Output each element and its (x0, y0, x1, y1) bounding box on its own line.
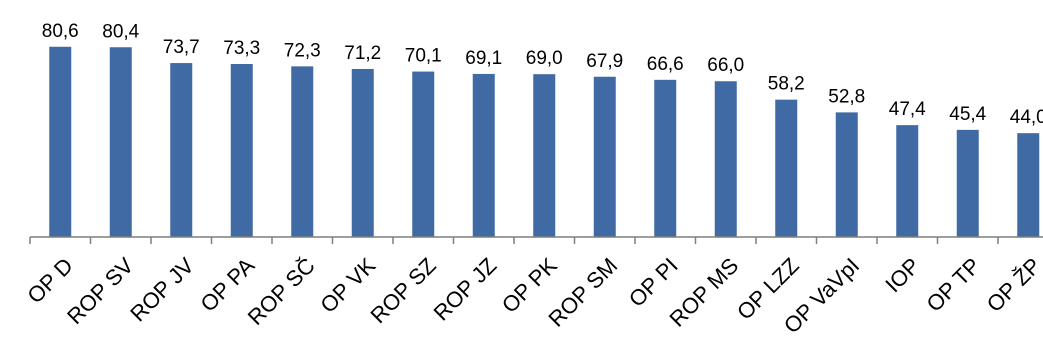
data-label: 80,6 (42, 21, 79, 42)
bar (1017, 133, 1040, 237)
data-label: 69,0 (526, 48, 563, 69)
data-label: 44,0 (1010, 107, 1043, 128)
data-label: 71,2 (344, 43, 381, 64)
data-label: 47,4 (889, 99, 926, 120)
x-tick-label: OP TP (921, 253, 985, 317)
bar (533, 74, 556, 237)
data-label: 52,8 (828, 86, 865, 107)
bar (654, 79, 677, 237)
data-label: 58,2 (768, 74, 805, 95)
bar (775, 99, 798, 237)
bar (170, 63, 193, 238)
data-label: 73,3 (223, 38, 260, 59)
x-tick-label: ROP JV (125, 253, 199, 327)
bar (593, 76, 616, 237)
bar (230, 64, 253, 238)
data-labels-group: 80,6 80,4 73,7 73,3 72,3 71,2 70,1 69,1 69,0 67,9… (42, 21, 1043, 128)
bar (291, 66, 314, 237)
x-tick-label: ROP JZ (429, 253, 502, 326)
data-label: 67,9 (586, 51, 623, 72)
data-label: 69,1 (465, 48, 502, 69)
bars-group (49, 46, 1040, 238)
data-label: 73,7 (163, 37, 200, 58)
bar (956, 129, 979, 237)
data-label: 72,3 (284, 40, 321, 61)
bar (714, 81, 737, 238)
data-label: 80,4 (102, 21, 139, 42)
x-tick-label: ROP SZ (365, 253, 440, 328)
bar (835, 112, 858, 237)
bar (109, 47, 132, 238)
x-tick-label: OP ŽP (982, 253, 1043, 317)
data-label: 45,4 (949, 104, 986, 125)
x-axis-ticks (29, 237, 999, 244)
data-label: 66,0 (707, 55, 744, 76)
bar (412, 71, 435, 238)
x-tick-label: OP D (22, 253, 77, 308)
x-tick-label: ROP SV (62, 253, 138, 329)
data-label: 66,6 (647, 54, 684, 75)
bar (472, 73, 495, 237)
bar (896, 125, 919, 237)
data-label: 70,1 (405, 46, 442, 67)
x-tick-label: ROP SČ (243, 253, 320, 330)
bar (49, 46, 72, 238)
x-tick-label: IOP (880, 253, 924, 297)
bar (351, 68, 374, 237)
x-tick-label: OP PI (624, 253, 683, 312)
